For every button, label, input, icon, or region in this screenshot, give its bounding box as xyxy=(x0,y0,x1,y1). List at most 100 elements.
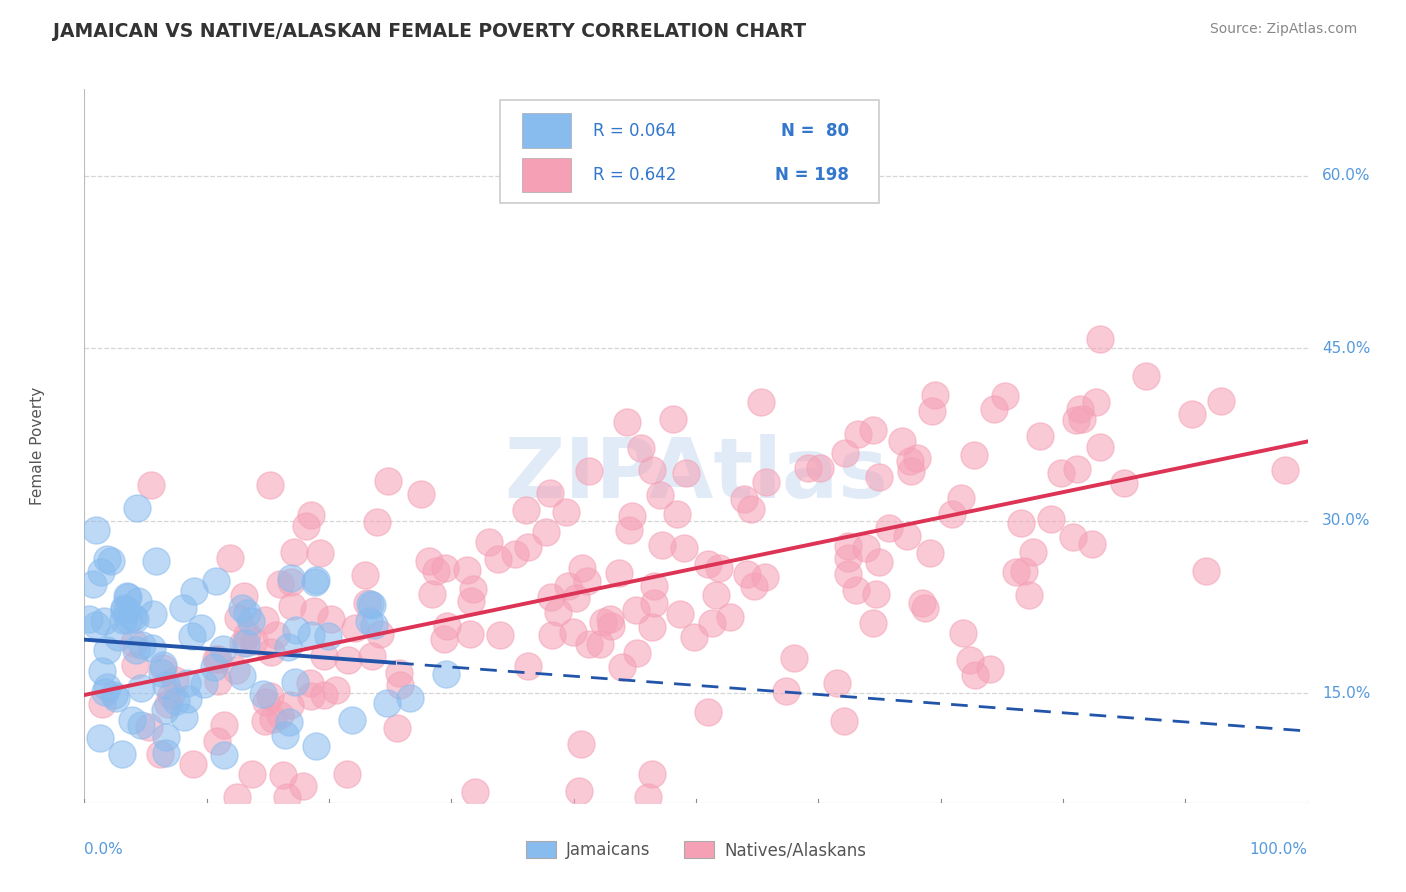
Text: 100.0%: 100.0% xyxy=(1250,842,1308,857)
Point xyxy=(702,615,724,630)
Point xyxy=(295,518,318,533)
Point xyxy=(834,445,856,459)
Point xyxy=(172,601,194,615)
Point xyxy=(456,563,478,577)
Point xyxy=(624,603,647,617)
Point xyxy=(277,640,299,655)
Point xyxy=(672,541,695,556)
Point xyxy=(91,665,114,679)
Point xyxy=(377,474,399,488)
Point xyxy=(193,677,215,691)
Point xyxy=(924,387,946,401)
Point xyxy=(276,790,298,805)
Point xyxy=(141,640,163,655)
Point xyxy=(433,560,456,574)
Point xyxy=(117,591,139,605)
Point xyxy=(302,604,325,618)
Point xyxy=(568,784,591,798)
Point xyxy=(994,389,1017,403)
Point xyxy=(388,665,411,680)
Point xyxy=(398,690,420,705)
Point xyxy=(1039,512,1062,526)
Point xyxy=(181,756,204,771)
Point xyxy=(232,636,254,650)
Point xyxy=(89,731,111,745)
Point xyxy=(305,739,328,753)
Point xyxy=(103,689,125,703)
Point xyxy=(105,690,128,705)
Point xyxy=(592,615,614,629)
Point xyxy=(129,681,152,695)
Point xyxy=(1085,394,1108,409)
Point xyxy=(152,661,174,675)
Point xyxy=(460,594,482,608)
Point xyxy=(139,477,162,491)
Point xyxy=(1050,466,1073,480)
Point xyxy=(433,632,456,646)
Point xyxy=(868,470,890,484)
Point xyxy=(983,402,1005,417)
Point xyxy=(281,599,304,613)
Point xyxy=(891,434,914,448)
Point xyxy=(921,404,943,418)
Point xyxy=(578,637,600,651)
Point xyxy=(538,486,561,500)
Point xyxy=(180,629,202,643)
Text: 60.0%: 60.0% xyxy=(1322,168,1371,183)
Point xyxy=(832,714,855,729)
Point xyxy=(1018,588,1040,602)
FancyBboxPatch shape xyxy=(522,158,571,192)
Point xyxy=(599,612,621,626)
Point xyxy=(862,615,884,630)
Point xyxy=(173,709,195,723)
Point xyxy=(90,697,112,711)
Point xyxy=(600,618,623,632)
Point xyxy=(129,718,152,732)
Point xyxy=(299,676,322,690)
Point xyxy=(269,708,291,723)
Point xyxy=(385,721,408,735)
Point xyxy=(165,694,187,708)
Point xyxy=(160,689,183,703)
Point xyxy=(273,728,295,742)
Legend: Jamaicans, Natives/Alaskans: Jamaicans, Natives/Alaskans xyxy=(519,834,873,866)
Point xyxy=(458,627,481,641)
Point xyxy=(896,529,918,543)
Point xyxy=(252,687,274,701)
Point xyxy=(1088,332,1111,346)
Point xyxy=(314,649,336,664)
Point xyxy=(337,653,360,667)
Point xyxy=(226,790,249,805)
Point xyxy=(314,688,336,702)
Point xyxy=(127,593,149,607)
Point xyxy=(125,643,148,657)
Point xyxy=(299,627,322,641)
Point xyxy=(254,613,277,627)
Text: N = 198: N = 198 xyxy=(775,166,849,184)
Point xyxy=(1022,545,1045,559)
Point xyxy=(219,551,242,566)
Point xyxy=(540,590,562,604)
Point xyxy=(637,790,659,805)
Point xyxy=(704,587,727,601)
Point xyxy=(905,451,928,466)
Point xyxy=(569,738,592,752)
Point xyxy=(735,567,758,582)
Point xyxy=(643,579,665,593)
Text: 15.0%: 15.0% xyxy=(1322,686,1371,701)
Point xyxy=(1029,429,1052,443)
Point xyxy=(630,442,652,456)
Point xyxy=(920,546,942,560)
Point xyxy=(697,705,720,719)
Point xyxy=(610,659,633,673)
Point xyxy=(165,673,187,687)
Point xyxy=(464,785,486,799)
Point xyxy=(775,683,797,698)
Point xyxy=(1195,565,1218,579)
Point xyxy=(436,619,458,633)
Point xyxy=(183,584,205,599)
Point xyxy=(825,676,848,690)
Point xyxy=(914,600,936,615)
Point xyxy=(576,574,599,588)
Point xyxy=(96,681,118,695)
